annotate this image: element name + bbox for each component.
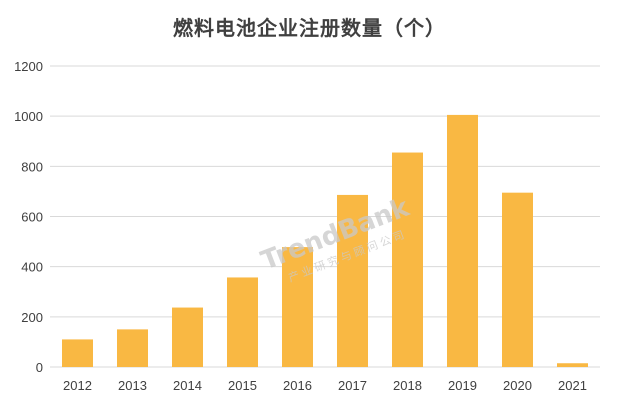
- bar-2016: [282, 247, 313, 367]
- y-tick-label: 800: [21, 159, 43, 174]
- y-tick-label: 1200: [14, 59, 43, 74]
- bar-2019: [447, 114, 478, 367]
- bar-2015: [227, 277, 258, 367]
- x-tick-label: 2015: [228, 378, 257, 393]
- y-axis-ticks: 0 200 400 600 800 1000 1200: [14, 59, 43, 375]
- bar-2021: [557, 363, 588, 367]
- bar-2018: [392, 152, 423, 367]
- x-tick-label: 2021: [558, 378, 587, 393]
- y-tick-label: 1000: [14, 109, 43, 124]
- x-axis-ticks: 2012 2013 2014 2015 2016 2017 2018 2019 2020 2021: [63, 378, 587, 393]
- x-tick-label: 2012: [63, 378, 92, 393]
- x-tick-label: 2019: [448, 378, 477, 393]
- x-tick-label: 2016: [283, 378, 312, 393]
- y-tick-label: 0: [36, 360, 43, 375]
- bar-2012: [62, 339, 93, 367]
- chart-title: 燃料电池企业注册数量（个）: [173, 16, 446, 40]
- bar-2013: [117, 329, 148, 367]
- bars: [62, 114, 588, 367]
- x-tick-label: 2017: [338, 378, 367, 393]
- bar-2020: [502, 192, 533, 367]
- x-tick-label: 2014: [173, 378, 202, 393]
- y-tick-label: 200: [21, 310, 43, 325]
- x-tick-label: 2018: [393, 378, 422, 393]
- bar-2017: [337, 194, 368, 367]
- y-tick-label: 400: [21, 260, 43, 275]
- x-tick-label: 2020: [503, 378, 532, 393]
- x-tick-label: 2013: [118, 378, 147, 393]
- bar-2014: [172, 307, 203, 367]
- y-tick-label: 600: [21, 210, 43, 225]
